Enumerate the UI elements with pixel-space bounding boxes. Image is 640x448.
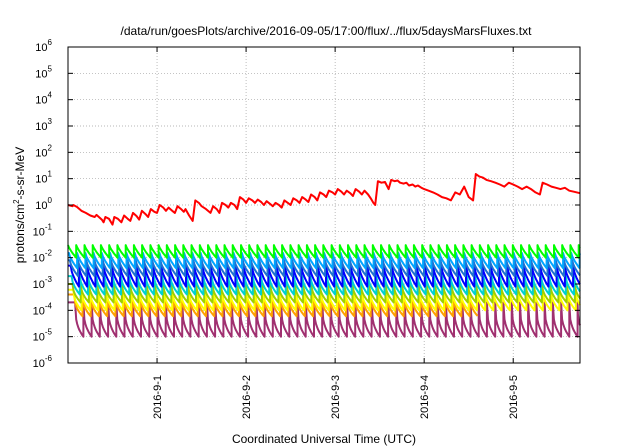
series-line bbox=[67, 252, 581, 270]
x-tick-label: 2016-9-3 bbox=[330, 375, 342, 419]
y-tick-label: 10-3 bbox=[33, 275, 53, 291]
y-tick-label: 10-5 bbox=[33, 328, 53, 344]
y-tick-label: 10-6 bbox=[33, 354, 53, 370]
series-line bbox=[68, 259, 581, 278]
series-line bbox=[68, 301, 581, 338]
x-tick-label: 2016-9-2 bbox=[241, 375, 253, 419]
series-line bbox=[68, 288, 581, 312]
y-axis: 10-6 10-5 10-4 10-3 10-2 10-1 100 101 102 103 104 1… bbox=[33, 38, 580, 370]
x-axis-title: Coordinated Universal Time (UTC) bbox=[232, 432, 416, 446]
y-tick-label: 103 bbox=[35, 117, 52, 133]
y-tick-label: 10-1 bbox=[33, 222, 53, 238]
y-tick-label: 104 bbox=[35, 91, 52, 107]
chart-title: /data/run/goesPlots/archive/2016-09-05/1… bbox=[121, 24, 533, 38]
series-lines bbox=[67, 173, 581, 338]
x-axis: 2016-9-1 2016-9-2 2016-9-3 2016-9-4 2016-9-5 bbox=[152, 47, 520, 419]
x-tick-label: 2016-9-5 bbox=[508, 375, 520, 419]
y-tick-label: 10-4 bbox=[33, 301, 53, 317]
y-tick-label: 101 bbox=[35, 170, 52, 186]
series-line bbox=[68, 283, 581, 304]
y-tick-label: 106 bbox=[35, 38, 52, 54]
y-tick-label: 100 bbox=[35, 196, 52, 212]
y-tick-label: 102 bbox=[35, 143, 52, 159]
series-line bbox=[68, 264, 581, 288]
series-line bbox=[67, 244, 581, 259]
series-line bbox=[68, 275, 581, 296]
x-tick-label: 2016-9-1 bbox=[152, 375, 164, 419]
y-tick-label: 10-2 bbox=[33, 249, 53, 265]
series-line bbox=[67, 173, 581, 226]
y-tick-label: 105 bbox=[35, 64, 52, 80]
y-axis-title: protons/cm2-s-sr-MeV bbox=[12, 147, 27, 263]
x-tick-label: 2016-9-4 bbox=[419, 375, 431, 419]
